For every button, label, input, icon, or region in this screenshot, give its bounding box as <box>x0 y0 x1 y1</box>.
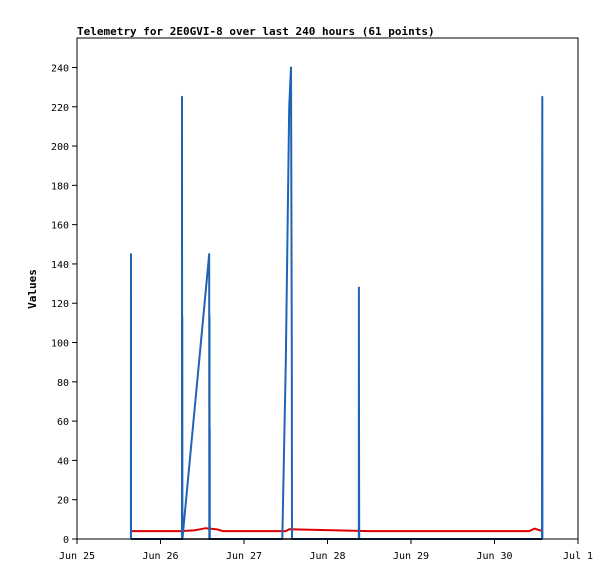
y-tick-label: 80 <box>57 378 69 389</box>
series-line-1 <box>130 527 543 533</box>
x-tick-label: Jun 26 <box>142 551 178 562</box>
series-layer <box>129 66 544 540</box>
x-tick-label: Jun 25 <box>59 551 95 562</box>
y-axis-label: Values <box>26 269 39 309</box>
y-tick-label: 100 <box>51 339 69 350</box>
y-tick-label: 200 <box>51 142 69 153</box>
x-tick-label: Jun 29 <box>393 551 429 562</box>
y-tick-label: 40 <box>57 456 69 467</box>
series-line-0 <box>129 66 544 540</box>
x-tick-label: Jun 27 <box>226 551 262 562</box>
x-axis: Jun 25 Jun 26 Jun 27 Jun 28 Jun 29 Jun 30 Jul … <box>59 539 593 562</box>
y-tick-label: 120 <box>51 299 69 310</box>
y-tick-label: 180 <box>51 181 69 192</box>
y-tick-label: 0 <box>63 535 69 546</box>
y-tick-label: 20 <box>57 496 69 507</box>
y-tick-label: 220 <box>51 103 69 114</box>
chart-title: Telemetry for 2E0GVI-8 over last 240 hou… <box>77 25 435 38</box>
y-tick-label: 160 <box>51 221 69 232</box>
y-axis: 0 20 40 60 80 100 120 140 160 180 200 220 240 <box>51 63 77 546</box>
plot-frame <box>76 37 579 540</box>
y-tick-label: 60 <box>57 417 69 428</box>
y-tick-label: 140 <box>51 260 69 271</box>
x-tick-label: Jul 1 <box>563 551 593 562</box>
y-tick-label: 240 <box>51 63 69 74</box>
x-tick-label: Jun 30 <box>476 551 512 562</box>
x-tick-label: Jun 28 <box>309 551 345 562</box>
